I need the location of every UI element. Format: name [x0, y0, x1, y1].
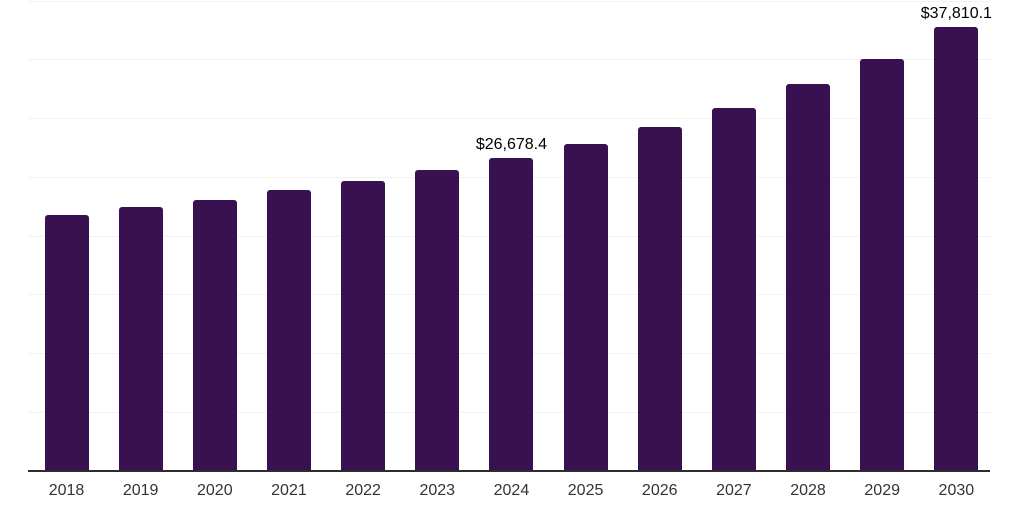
- bar-2024: [489, 157, 534, 471]
- bar-2022: [341, 180, 386, 471]
- gridline-40000: [28, 0, 990, 2]
- bar-2027: [711, 107, 756, 471]
- x-tick-label-2018: 2018: [48, 482, 85, 499]
- gridline-35000: [28, 59, 990, 61]
- x-tick-label-2026: 2026: [641, 482, 678, 499]
- bar-2029: [860, 58, 905, 471]
- bar-2019: [118, 207, 163, 471]
- x-tick-label-2029: 2029: [864, 482, 900, 499]
- x-tick-label-2020: 2020: [197, 482, 233, 499]
- bar-2030: [934, 26, 979, 471]
- x-tick-label-2019: 2019: [122, 482, 159, 499]
- x-tick-label-2021: 2021: [271, 482, 307, 499]
- bar-2026: [637, 126, 682, 471]
- x-tick-label-2025: 2025: [567, 482, 604, 499]
- bar-2020: [192, 199, 237, 471]
- bar-2028: [786, 84, 831, 471]
- data-label-2030: $37,810.1: [920, 4, 992, 22]
- x-axis-line: [28, 470, 990, 472]
- x-tick-label-2022: 2022: [345, 482, 381, 499]
- x-tick-label-2023: 2023: [419, 482, 456, 499]
- bar-2023: [415, 169, 460, 471]
- x-tick-label-2027: 2027: [716, 482, 752, 499]
- data-label-2024: $26,678.4: [475, 135, 548, 153]
- bar-2021: [266, 190, 311, 471]
- x-tick-label-2028: 2028: [790, 482, 826, 499]
- gridline-30000: [28, 118, 990, 119]
- bar-2018: [44, 214, 89, 471]
- x-tick-label-2030: 2030: [938, 482, 975, 499]
- bar-2025: [563, 143, 608, 471]
- x-tick-label-2024: 2024: [493, 482, 530, 499]
